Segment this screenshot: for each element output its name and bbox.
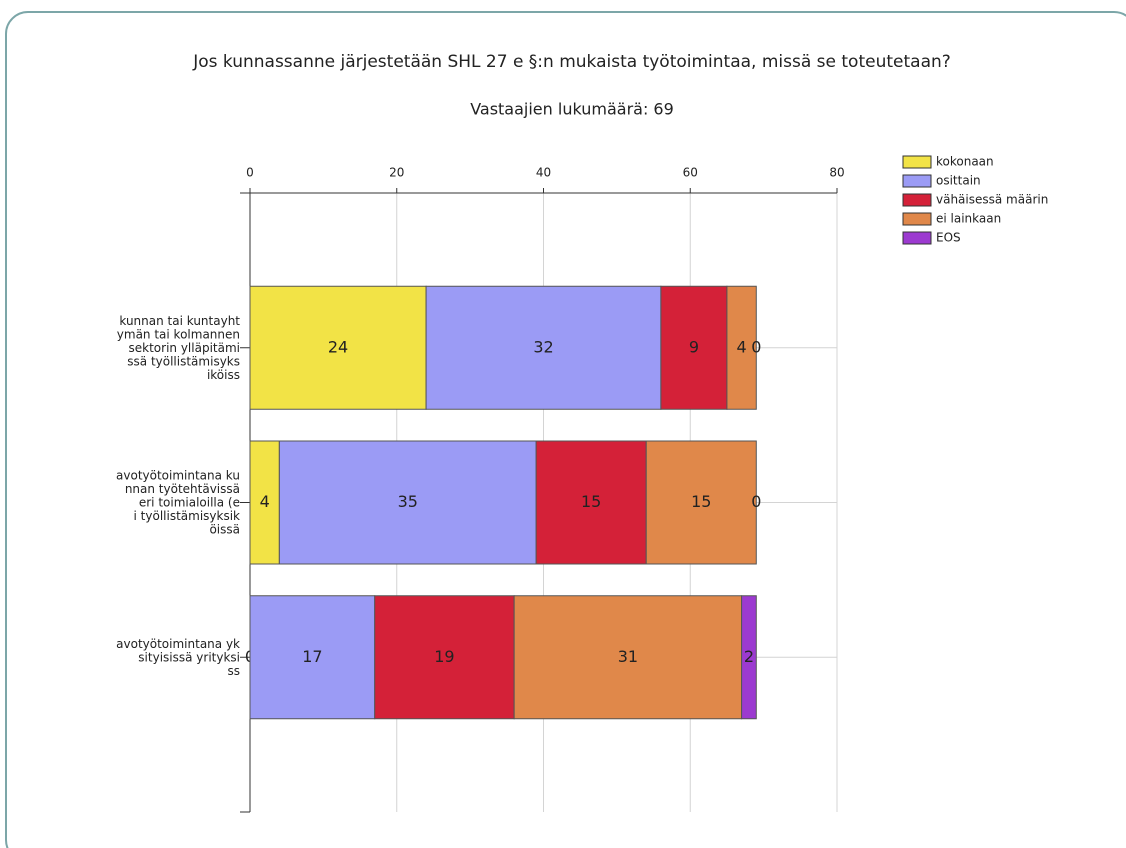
bar-segment [535,440,647,565]
data-label: 32 [533,337,553,356]
bar-segment [726,285,757,410]
legend-swatch [902,193,932,207]
bar-segment [249,595,376,720]
bar-segment [249,285,427,410]
data-label: 17 [302,647,322,666]
data-label: 2 [744,647,754,666]
bar-segment [425,285,662,410]
data-label: 0 [751,337,761,356]
bar-segment [645,440,757,565]
legend-swatch [902,212,932,226]
y-tick-label-line: ss [227,663,240,677]
y-tick-label-line: öissä [209,522,240,536]
x-tick-label: 20 [389,166,404,180]
data-label: 31 [618,647,638,666]
y-tick-label: kunnan tai kuntayht ymän tai kolmannen sek… [117,313,241,381]
legend-label: EOS [936,231,961,245]
data-label: 9 [689,337,699,356]
data-label: 19 [434,647,454,666]
y-tick-label: avotyötoimintana yk sityisissä yrityksi ss [116,636,240,677]
chart-title: Jos kunnassanne järjestetään SHL 27 e §:… [192,52,951,72]
y-tick-label: avotyötoimintana ku nnan työtehtävissä eri… [116,468,240,536]
y-tick-label-line: nnan työtehtävissä [125,482,240,496]
legend-swatch [902,231,932,245]
frame [5,11,1126,848]
y-tick-label-line: sektorin ylläpitämi [129,340,240,354]
bar-segment [374,595,515,720]
y-tick-label-line: sityisissä yrityksi [138,650,240,664]
chart-subtitle: Vastaajien lukumäärä: 69 [470,100,674,119]
x-tick-label: 40 [536,166,551,180]
data-label: 35 [398,492,418,511]
data-label: 15 [581,492,601,511]
y-tick-label-line: i työllistämisyksik [134,509,241,523]
legend-label: ei lainkaan [936,212,1001,226]
x-tick-label: 80 [829,166,844,180]
y-tick-label-line: ymän tai kolmannen [117,327,240,341]
legend-label: kokonaan [936,155,994,169]
data-label: 15 [691,492,711,511]
x-tick-label: 0 [246,166,254,180]
bar-segment [513,595,743,720]
y-tick-label-line: iköiss [207,367,240,381]
y-tick-label-line: avotyötoimintana yk [116,636,240,650]
bar-segment [249,440,280,565]
data-label: 24 [328,337,348,356]
data-label: 4 [737,337,747,356]
y-tick-label-line: avotyötoimintana ku [116,468,240,482]
bar-segment [278,440,537,565]
y-tick-label-line: kunnan tai kuntayht [119,313,240,327]
y-tick-label-line: eri toimialoilla (e [139,495,240,509]
bar-segment [741,595,757,720]
legend-swatch [902,155,932,169]
legend-swatch [902,174,932,188]
legend-label: osittain [936,174,981,188]
data-label: 4 [260,492,270,511]
data-label: 0 [751,492,761,511]
x-tick-label: 60 [683,166,698,180]
y-tick-label-line: ssä työllistämisyks [127,354,240,368]
legend-label: vähäisessä määrin [936,193,1048,207]
